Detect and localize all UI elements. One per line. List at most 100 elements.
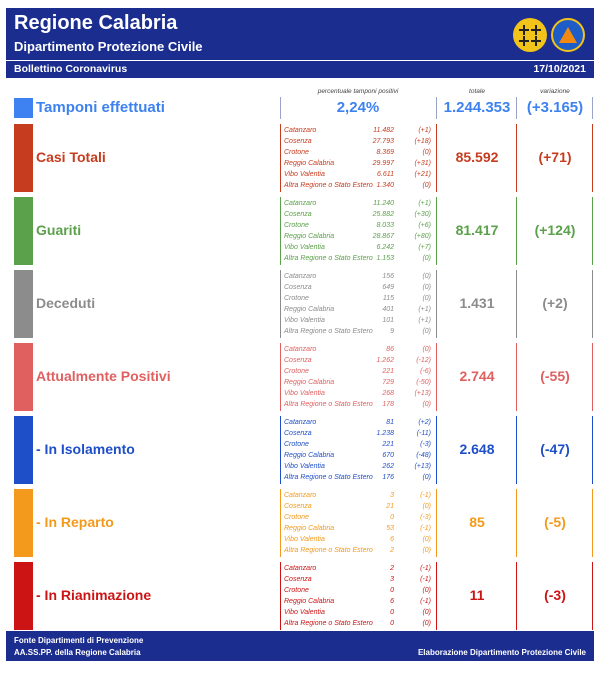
province-row: Vibo Valentia 268 (+13) xyxy=(282,388,434,399)
province-row: Reggio Calabria 28.867 (+80) xyxy=(282,231,434,242)
header-banner: Regione Calabria Dipartimento Protezione… xyxy=(6,8,594,78)
footer-source-asp: AA.SS.PP. della Regione Calabria xyxy=(14,648,141,657)
section-row: Deceduti Catanzaro 156 (0) Cosenza 649 (0) Crot… xyxy=(6,270,594,338)
province-delta: (0) xyxy=(422,620,431,627)
footer-banner: Fonte Dipartimenti di Prevenzione AA.SS.… xyxy=(6,631,594,661)
province-name: Reggio Calabria xyxy=(284,379,335,386)
province-list: Catanzaro 2 (-1) Cosenza 3 (-1) Crotone 0 (0) Reg… xyxy=(282,563,434,629)
province-value: 27.793 xyxy=(372,138,394,145)
province-delta: (-1) xyxy=(420,576,431,583)
province-value: 6 xyxy=(390,536,394,543)
tamponi-row: Tamponi effettuati 2,24% 1.244.353 (+3.1… xyxy=(6,97,594,119)
province-row: Altra Regione o Stato Estero 178 (0) xyxy=(282,399,434,410)
province-row: Cosenza 1.262 (-12) xyxy=(282,355,434,366)
province-value: 156 xyxy=(382,273,394,280)
province-row: Cosenza 1.238 (-11) xyxy=(282,428,434,439)
province-delta: (+31) xyxy=(414,160,431,167)
section-total: 2.744 xyxy=(459,368,495,384)
section-label: Guariti xyxy=(36,222,82,238)
province-value: 1.262 xyxy=(376,357,394,364)
province-delta: (+7) xyxy=(418,244,431,251)
bulletin-bar: Bollettino Coronavirus 17/10/2021 xyxy=(6,60,594,77)
province-name: Reggio Calabria xyxy=(284,160,335,167)
province-name: Reggio Calabria xyxy=(284,452,335,459)
province-value: 28.867 xyxy=(372,233,394,240)
section-label: - In Reparto xyxy=(36,514,114,530)
province-name: Reggio Calabria xyxy=(284,233,335,240)
province-delta: (+18) xyxy=(414,138,431,145)
province-name: Altra Regione o Stato Estero xyxy=(284,474,373,481)
province-row: Catanzaro 11.240 (+1) xyxy=(282,198,434,209)
province-value: 401 xyxy=(382,306,394,313)
province-value: 115 xyxy=(382,295,394,302)
province-delta: (-12) xyxy=(416,357,431,364)
province-value: 101 xyxy=(382,317,394,324)
province-value: 81 xyxy=(386,419,394,426)
province-value: 178 xyxy=(382,401,394,408)
tamponi-total: 1.244.353 xyxy=(443,99,511,116)
province-delta: (0) xyxy=(422,401,431,408)
province-delta: (0) xyxy=(422,149,431,156)
province-row: Reggio Calabria 670 (-48) xyxy=(282,450,434,461)
province-row: Reggio Calabria 401 (+1) xyxy=(282,304,434,315)
province-name: Vibo Valentia xyxy=(284,317,325,324)
section-color-bar xyxy=(14,270,33,338)
province-name: Crotone xyxy=(284,295,309,302)
province-row: Reggio Calabria 6 (-1) xyxy=(282,596,434,607)
footer-credit: Elaborazione Dipartimento Protezione Civ… xyxy=(417,648,586,657)
province-row: Vibo Valentia 101 (+1) xyxy=(282,315,434,326)
province-value: 6.611 xyxy=(377,171,394,178)
province-name: Cosenza xyxy=(284,357,312,364)
province-row: Cosenza 27.793 (+18) xyxy=(282,136,434,147)
section-label: Casi Totali xyxy=(36,149,106,165)
section-row: Guariti Catanzaro 11.240 (+1) Cosenza 25.882 (… xyxy=(6,197,594,265)
province-list: Catanzaro 81 (+2) Cosenza 1.238 (-11) Crotone 2… xyxy=(282,417,434,483)
province-list: Catanzaro 3 (-1) Cosenza 21 (0) Crotone 0 (-3) Re… xyxy=(282,490,434,556)
province-name: Vibo Valentia xyxy=(284,463,325,470)
section-label: Attualmente Positivi xyxy=(36,368,171,384)
province-row: Catanzaro 81 (+2) xyxy=(282,417,434,428)
province-delta: (0) xyxy=(422,182,431,189)
province-delta: (+13) xyxy=(414,390,431,397)
province-name: Crotone xyxy=(284,514,309,521)
province-row: Reggio Calabria 29.997 (+31) xyxy=(282,158,434,169)
province-delta: (-1) xyxy=(420,565,431,572)
province-delta: (0) xyxy=(422,536,431,543)
province-value: 0 xyxy=(390,587,394,594)
bulletin-page: Regione Calabria Dipartimento Protezione… xyxy=(6,8,594,661)
province-value: 6 xyxy=(390,598,394,605)
province-delta: (-1) xyxy=(420,598,431,605)
section-variation: (-47) xyxy=(540,441,570,457)
province-value: 268 xyxy=(382,390,394,397)
province-value: 2 xyxy=(390,565,394,572)
province-value: 0 xyxy=(390,620,394,627)
province-row: Crotone 8.033 (+6) xyxy=(282,220,434,231)
province-name: Vibo Valentia xyxy=(284,609,325,616)
province-value: 670 xyxy=(382,452,394,459)
region-title: Regione Calabria xyxy=(14,12,178,34)
province-value: 6.242 xyxy=(376,244,394,251)
province-row: Crotone 221 (-6) xyxy=(282,366,434,377)
footer-source: Fonte Dipartimenti di Prevenzione xyxy=(14,636,144,645)
section-color-bar xyxy=(14,489,33,557)
province-delta: (0) xyxy=(422,346,431,353)
province-value: 8.033 xyxy=(376,222,394,229)
province-row: Catanzaro 86 (0) xyxy=(282,344,434,355)
province-value: 53 xyxy=(386,525,394,532)
province-row: Reggio Calabria 729 (-50) xyxy=(282,377,434,388)
province-value: 3 xyxy=(390,576,394,583)
variation-column-header: variazione xyxy=(540,88,570,95)
province-delta: (+21) xyxy=(414,171,431,178)
province-value: 21 xyxy=(386,503,394,510)
section-color-bar xyxy=(14,124,33,192)
province-delta: (+1) xyxy=(418,200,431,207)
province-name: Catanzaro xyxy=(284,200,317,207)
province-value: 0 xyxy=(390,609,394,616)
province-name: Altra Regione o Stato Estero xyxy=(284,182,373,189)
section-variation: (+124) xyxy=(534,222,576,238)
province-value: 262 xyxy=(382,463,394,470)
province-name: Catanzaro xyxy=(284,492,317,499)
section-total: 85 xyxy=(469,514,485,530)
province-value: 2 xyxy=(390,547,394,554)
province-value: 3 xyxy=(390,492,394,499)
